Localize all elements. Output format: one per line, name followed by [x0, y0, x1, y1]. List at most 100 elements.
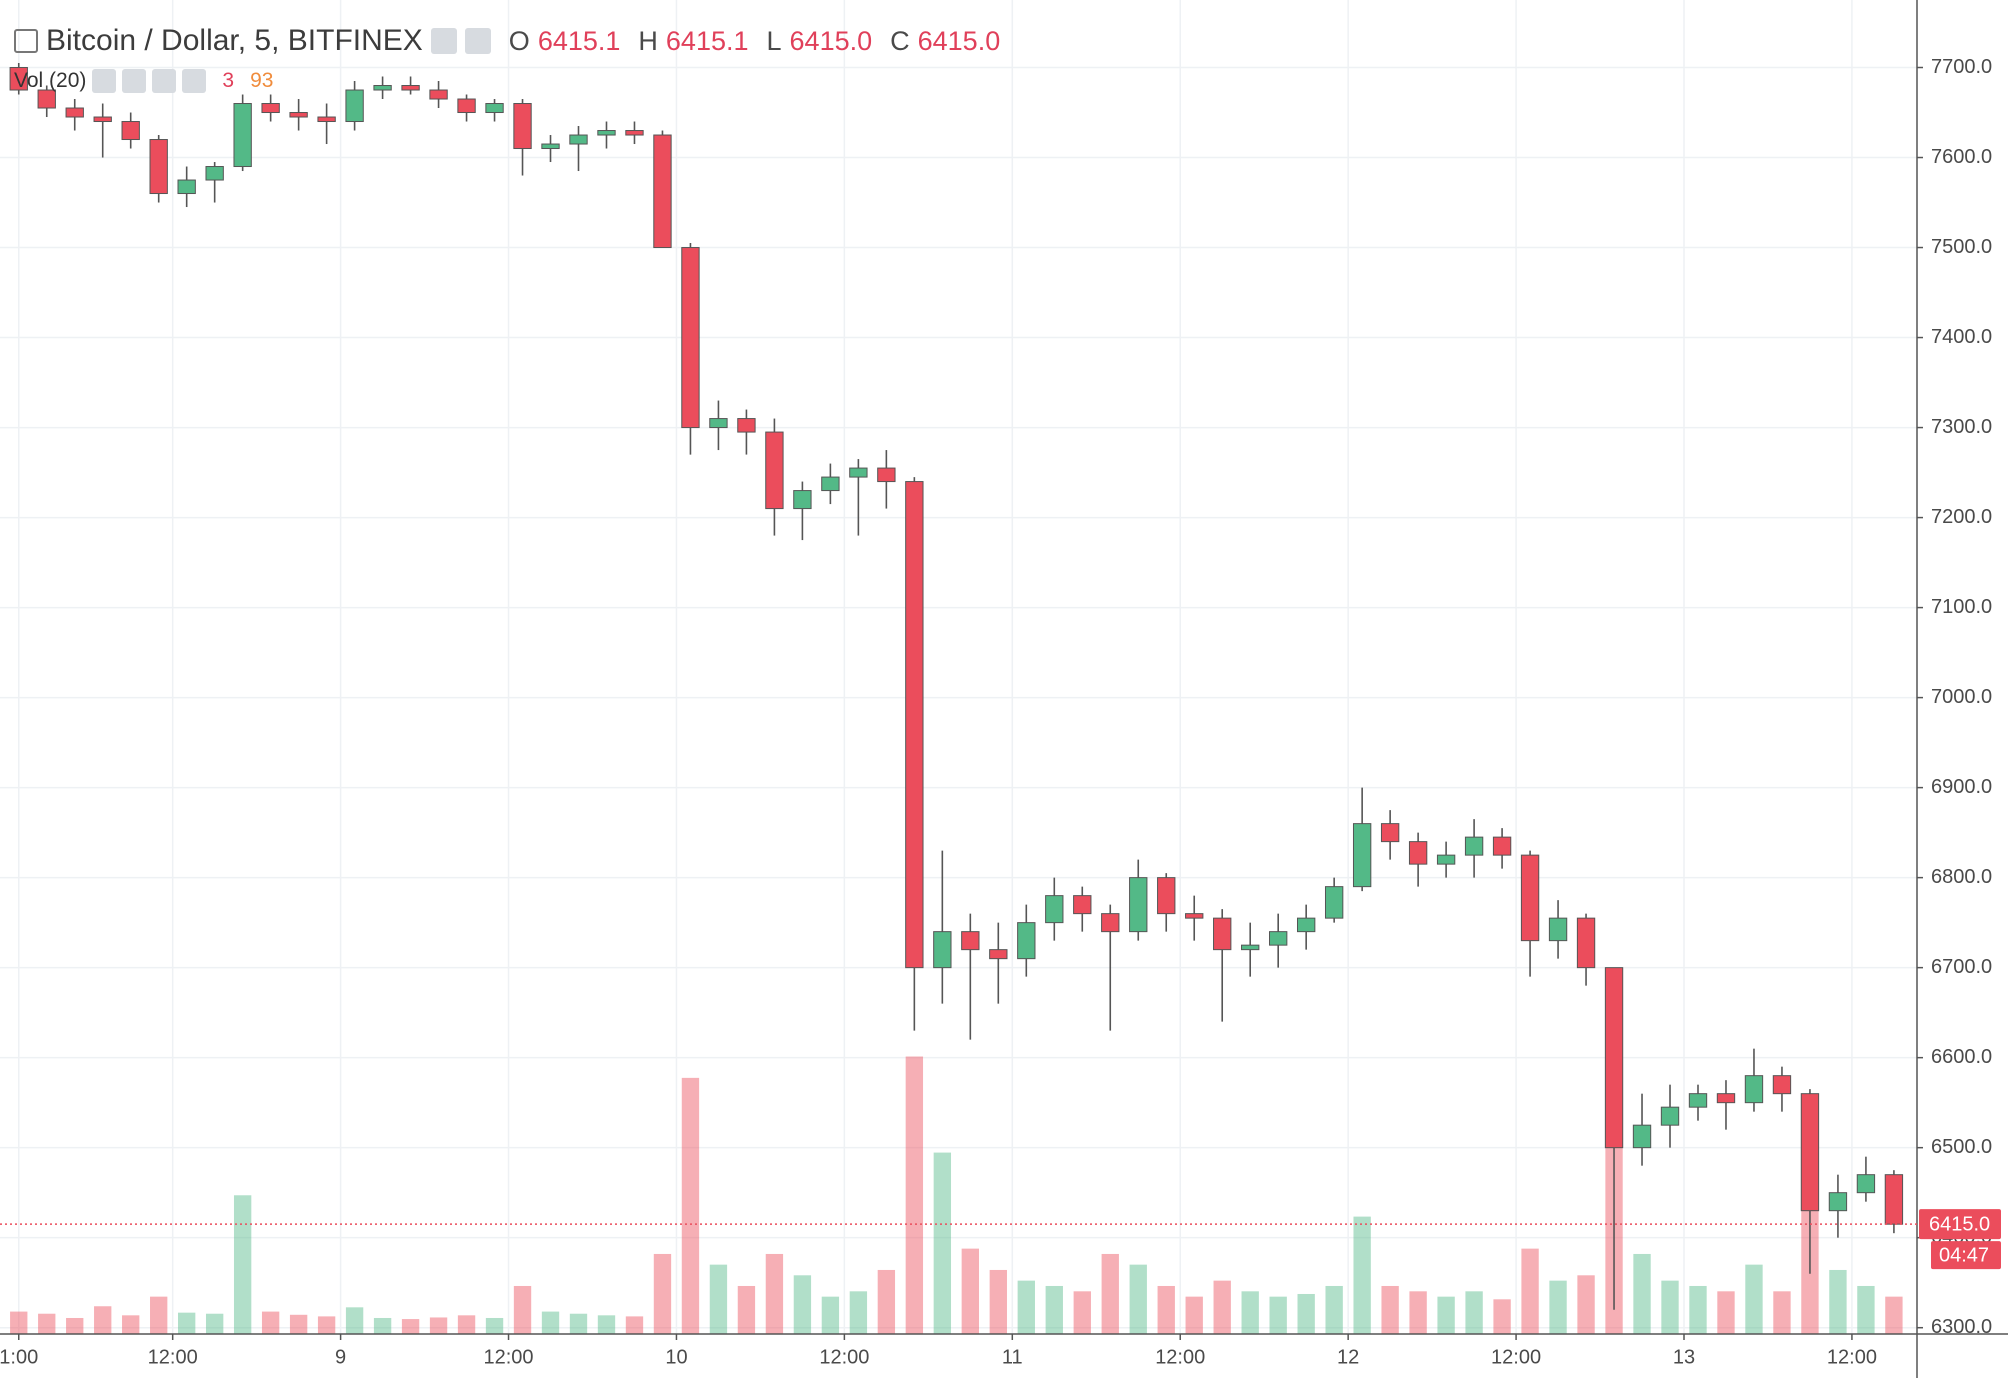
- ohlc-key: H: [638, 25, 658, 56]
- volume-bar: [905, 1056, 924, 1334]
- volume-bar: [1689, 1285, 1707, 1334]
- volume-bar: [10, 1311, 28, 1334]
- y-tick-label: 6300.0: [1931, 1316, 1992, 1338]
- candle-body: [233, 103, 252, 168]
- volume-bar: [541, 1311, 560, 1334]
- ohlc-value: 6415.1: [537, 25, 621, 56]
- y-tick-label: 7600.0: [1931, 146, 1992, 168]
- candle-body: [1017, 922, 1036, 960]
- candle-body: [1632, 1124, 1652, 1149]
- y-tick-label: 6700.0: [1931, 956, 1992, 978]
- x-tick-label: 1:00: [0, 1346, 38, 1368]
- candle-body: [821, 476, 840, 492]
- collapse-button[interactable]: [14, 29, 38, 53]
- volume-bar: [1381, 1285, 1399, 1334]
- candle-body: [989, 949, 1008, 960]
- candle-body: [9, 67, 28, 91]
- y-tick-label: 7500.0: [1931, 236, 1992, 258]
- volume-bar: [1745, 1264, 1763, 1334]
- countdown-label: 04:47: [1939, 1244, 1989, 1266]
- candle-body: [1604, 967, 1624, 1149]
- candle-body: [653, 134, 672, 249]
- candle-body: [1800, 1093, 1820, 1212]
- ohlc-key: C: [890, 25, 910, 56]
- volume-bar: [597, 1315, 616, 1334]
- volume-bar: [429, 1317, 448, 1334]
- ohlc-value: 6415.0: [917, 25, 1001, 56]
- candle-body: [429, 89, 448, 100]
- y-tick-label: 7100.0: [1931, 596, 1992, 618]
- volume-bar: [737, 1285, 756, 1334]
- candle-body: [793, 490, 812, 510]
- volume-bar: [1017, 1280, 1035, 1334]
- volume-bar: [1241, 1291, 1259, 1334]
- candle-body: [1324, 886, 1344, 919]
- volume-bar: [205, 1313, 224, 1334]
- candle-body: [1296, 917, 1316, 933]
- settings-button[interactable]: [464, 28, 491, 54]
- candle-body: [569, 134, 588, 145]
- candle-body: [1213, 917, 1232, 951]
- candle-body: [1269, 931, 1288, 946]
- volume-bar: [1661, 1280, 1679, 1334]
- volume-bar: [709, 1264, 728, 1334]
- y-tick-label: 7300.0: [1931, 416, 1992, 438]
- volume-bar: [1213, 1280, 1231, 1334]
- x-tick-label: 12:00: [148, 1346, 198, 1368]
- ohlc-value: 6415.0: [789, 25, 873, 56]
- remove-button[interactable]: [182, 69, 207, 93]
- volume-bar: [1885, 1296, 1903, 1334]
- x-tick-label: 12:00: [819, 1346, 869, 1368]
- candle-body: [905, 481, 924, 969]
- volume-bar: [933, 1152, 952, 1334]
- volume-ma-value: 93: [250, 69, 274, 92]
- x-tick-label: 12:00: [484, 1346, 534, 1368]
- volume-bar: [653, 1253, 672, 1334]
- candle-body: [541, 143, 560, 150]
- y-tick-label: 6500.0: [1931, 1136, 1992, 1158]
- candle-body: [1492, 836, 1512, 856]
- countdown-box: [1931, 1241, 2001, 1270]
- volume-bar: [1353, 1216, 1371, 1334]
- volume-bar: [765, 1253, 784, 1334]
- candle-body: [1380, 823, 1400, 843]
- candle-body: [1464, 836, 1484, 856]
- settings-button[interactable]: [122, 69, 147, 93]
- eye-button[interactable]: [92, 69, 117, 93]
- candle-body: [709, 418, 728, 429]
- volume-bar: [1437, 1296, 1455, 1334]
- candle-body: [1408, 841, 1428, 865]
- candle-body: [1744, 1075, 1764, 1104]
- volume-bar: [1297, 1293, 1315, 1334]
- candle-body: [1660, 1106, 1680, 1126]
- volume-bar: [401, 1319, 420, 1334]
- volume-bar: [1549, 1280, 1567, 1334]
- volume-bar: [373, 1317, 392, 1334]
- volume-bar: [961, 1248, 980, 1334]
- candle-body: [65, 107, 84, 118]
- eye-button[interactable]: [430, 28, 457, 54]
- candle-body: [1688, 1093, 1708, 1108]
- y-tick-label: 6800.0: [1931, 866, 1992, 888]
- y-tick-label: 6600.0: [1931, 1046, 1992, 1068]
- candle-body: [1241, 944, 1260, 951]
- candle-body: [681, 247, 700, 429]
- add-button[interactable]: [152, 69, 177, 93]
- volume-bar: [122, 1315, 140, 1334]
- volume-bar: [345, 1307, 364, 1334]
- y-tick-label: 7000.0: [1931, 686, 1992, 708]
- x-tick-label: 11: [1002, 1346, 1023, 1368]
- candle-body: [1129, 877, 1148, 933]
- candle-body: [289, 112, 308, 118]
- candle-body: [1073, 895, 1092, 915]
- volume-bar: [1633, 1253, 1651, 1334]
- x-tick-label: 10: [665, 1346, 687, 1368]
- volume-name: Vol (20): [14, 69, 87, 92]
- candle-body: [765, 431, 784, 510]
- volume-bar: [849, 1291, 868, 1334]
- volume-bar: [1829, 1269, 1847, 1334]
- volume-bar: [1493, 1299, 1511, 1334]
- volume-bar: [1717, 1291, 1735, 1334]
